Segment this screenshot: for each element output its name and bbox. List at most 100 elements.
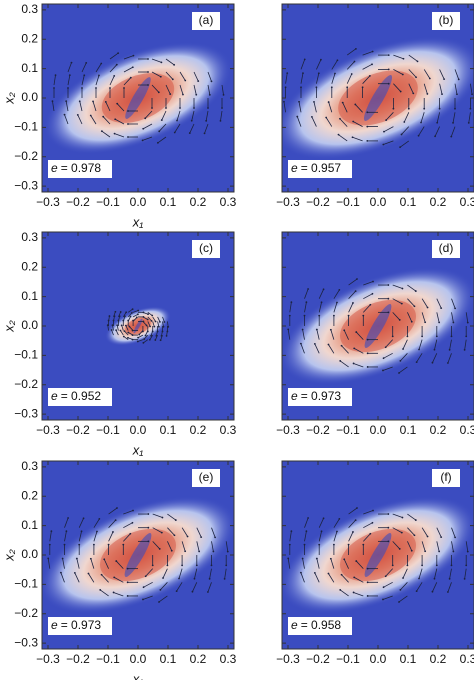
arrow: [355, 560, 364, 569]
arrow-head: [448, 577, 451, 580]
arrow-head: [63, 543, 66, 546]
arrow-head: [186, 535, 189, 538]
x-tick-label: −0.3: [276, 195, 300, 209]
arrow-head: [438, 550, 441, 553]
arrow: [90, 115, 97, 125]
arrow-head: [222, 93, 225, 96]
panel-label-box: [432, 240, 460, 258]
arrow: [302, 558, 305, 569]
density-hole: [133, 318, 143, 334]
x-tick-label: 0.0: [130, 652, 147, 666]
arrow: [147, 316, 152, 322]
arrow-head: [136, 340, 139, 343]
arrow-head: [98, 74, 100, 77]
arrow: [331, 60, 338, 70]
arrow-head: [387, 513, 390, 515]
arrow-head: [387, 68, 390, 71]
x-tick-label: −0.1: [336, 423, 360, 437]
arrow-head: [315, 86, 318, 89]
arrow-head: [423, 107, 426, 110]
arrow: [318, 289, 324, 299]
arrow-head: [99, 589, 102, 591]
arrow-head: [343, 329, 346, 332]
y-tick-label: 0.3: [21, 459, 38, 473]
arrow-head: [82, 517, 85, 520]
arrow-head: [296, 115, 299, 118]
arrow-head: [382, 586, 385, 589]
arrow-head: [431, 361, 434, 364]
arrow: [196, 527, 202, 538]
arrow-head: [210, 80, 213, 83]
arrow-head: [398, 319, 401, 321]
arrow-head: [438, 107, 441, 110]
arrow: [151, 84, 160, 93]
density: [42, 496, 234, 614]
arrow: [300, 572, 305, 583]
arrow-head: [212, 550, 215, 553]
arrow-head: [112, 319, 115, 322]
arrow-head: [366, 366, 369, 368]
arrow-head: [153, 325, 156, 328]
arrow-head: [129, 315, 132, 318]
arrow-head: [356, 278, 358, 280]
arrow: [123, 510, 134, 515]
arrow-head: [401, 516, 404, 519]
arrow-head: [147, 58, 149, 60]
arrow-head: [159, 588, 162, 591]
arrow: [211, 541, 214, 552]
panel-label-box: [432, 469, 460, 487]
arrow-head: [418, 348, 420, 351]
arrow: [105, 101, 111, 112]
arrow-head: [158, 601, 160, 603]
arrow: [113, 592, 124, 597]
arrow-head: [382, 369, 384, 372]
arrow: [420, 112, 425, 123]
arrow-head: [65, 530, 68, 533]
arrow: [407, 312, 413, 322]
arrow-head: [81, 87, 83, 89]
arrow-head: [135, 316, 138, 319]
arrow: [181, 541, 186, 552]
arrow-head: [424, 321, 427, 324]
arrow: [143, 581, 153, 588]
arrow: [109, 52, 119, 60]
arrow: [348, 290, 356, 299]
x-tick-label: 0.2: [430, 652, 447, 666]
arrow: [385, 112, 394, 121]
annotation-symbol: e: [291, 389, 298, 403]
arrow: [152, 513, 163, 518]
arrow-head: [127, 319, 130, 322]
arrow: [161, 330, 163, 336]
arrow: [304, 531, 307, 542]
arrow-head: [398, 548, 401, 550]
arrow-head: [151, 314, 154, 317]
arrow-head: [387, 311, 390, 314]
arrow: [112, 325, 114, 331]
arrow: [101, 130, 111, 138]
arrow: [432, 582, 438, 592]
x-tick-label: −0.2: [306, 195, 330, 209]
arrow-head: [98, 517, 101, 520]
arrow: [49, 531, 52, 542]
arrow-head: [412, 92, 415, 95]
arrow-head: [424, 550, 427, 553]
arrow-head: [336, 530, 338, 533]
arrow: [125, 325, 129, 331]
x-tick-label: 0.3: [220, 423, 237, 437]
arrow-head: [123, 87, 125, 89]
arrow: [434, 126, 440, 137]
arrow-head: [413, 534, 416, 537]
y-tick-label: −0.3: [14, 406, 38, 420]
arrow-head: [195, 564, 198, 567]
arrow: [418, 126, 425, 136]
arrow: [194, 568, 198, 579]
arrow-head: [450, 564, 453, 567]
x-tick-label: −0.3: [276, 423, 300, 437]
arrow-head: [290, 301, 293, 304]
arrow: [439, 83, 443, 95]
arrow: [152, 541, 161, 550]
arrow-head: [175, 590, 178, 593]
arrow: [192, 582, 198, 592]
arrow-head: [96, 530, 98, 533]
arrow-head: [147, 540, 150, 543]
